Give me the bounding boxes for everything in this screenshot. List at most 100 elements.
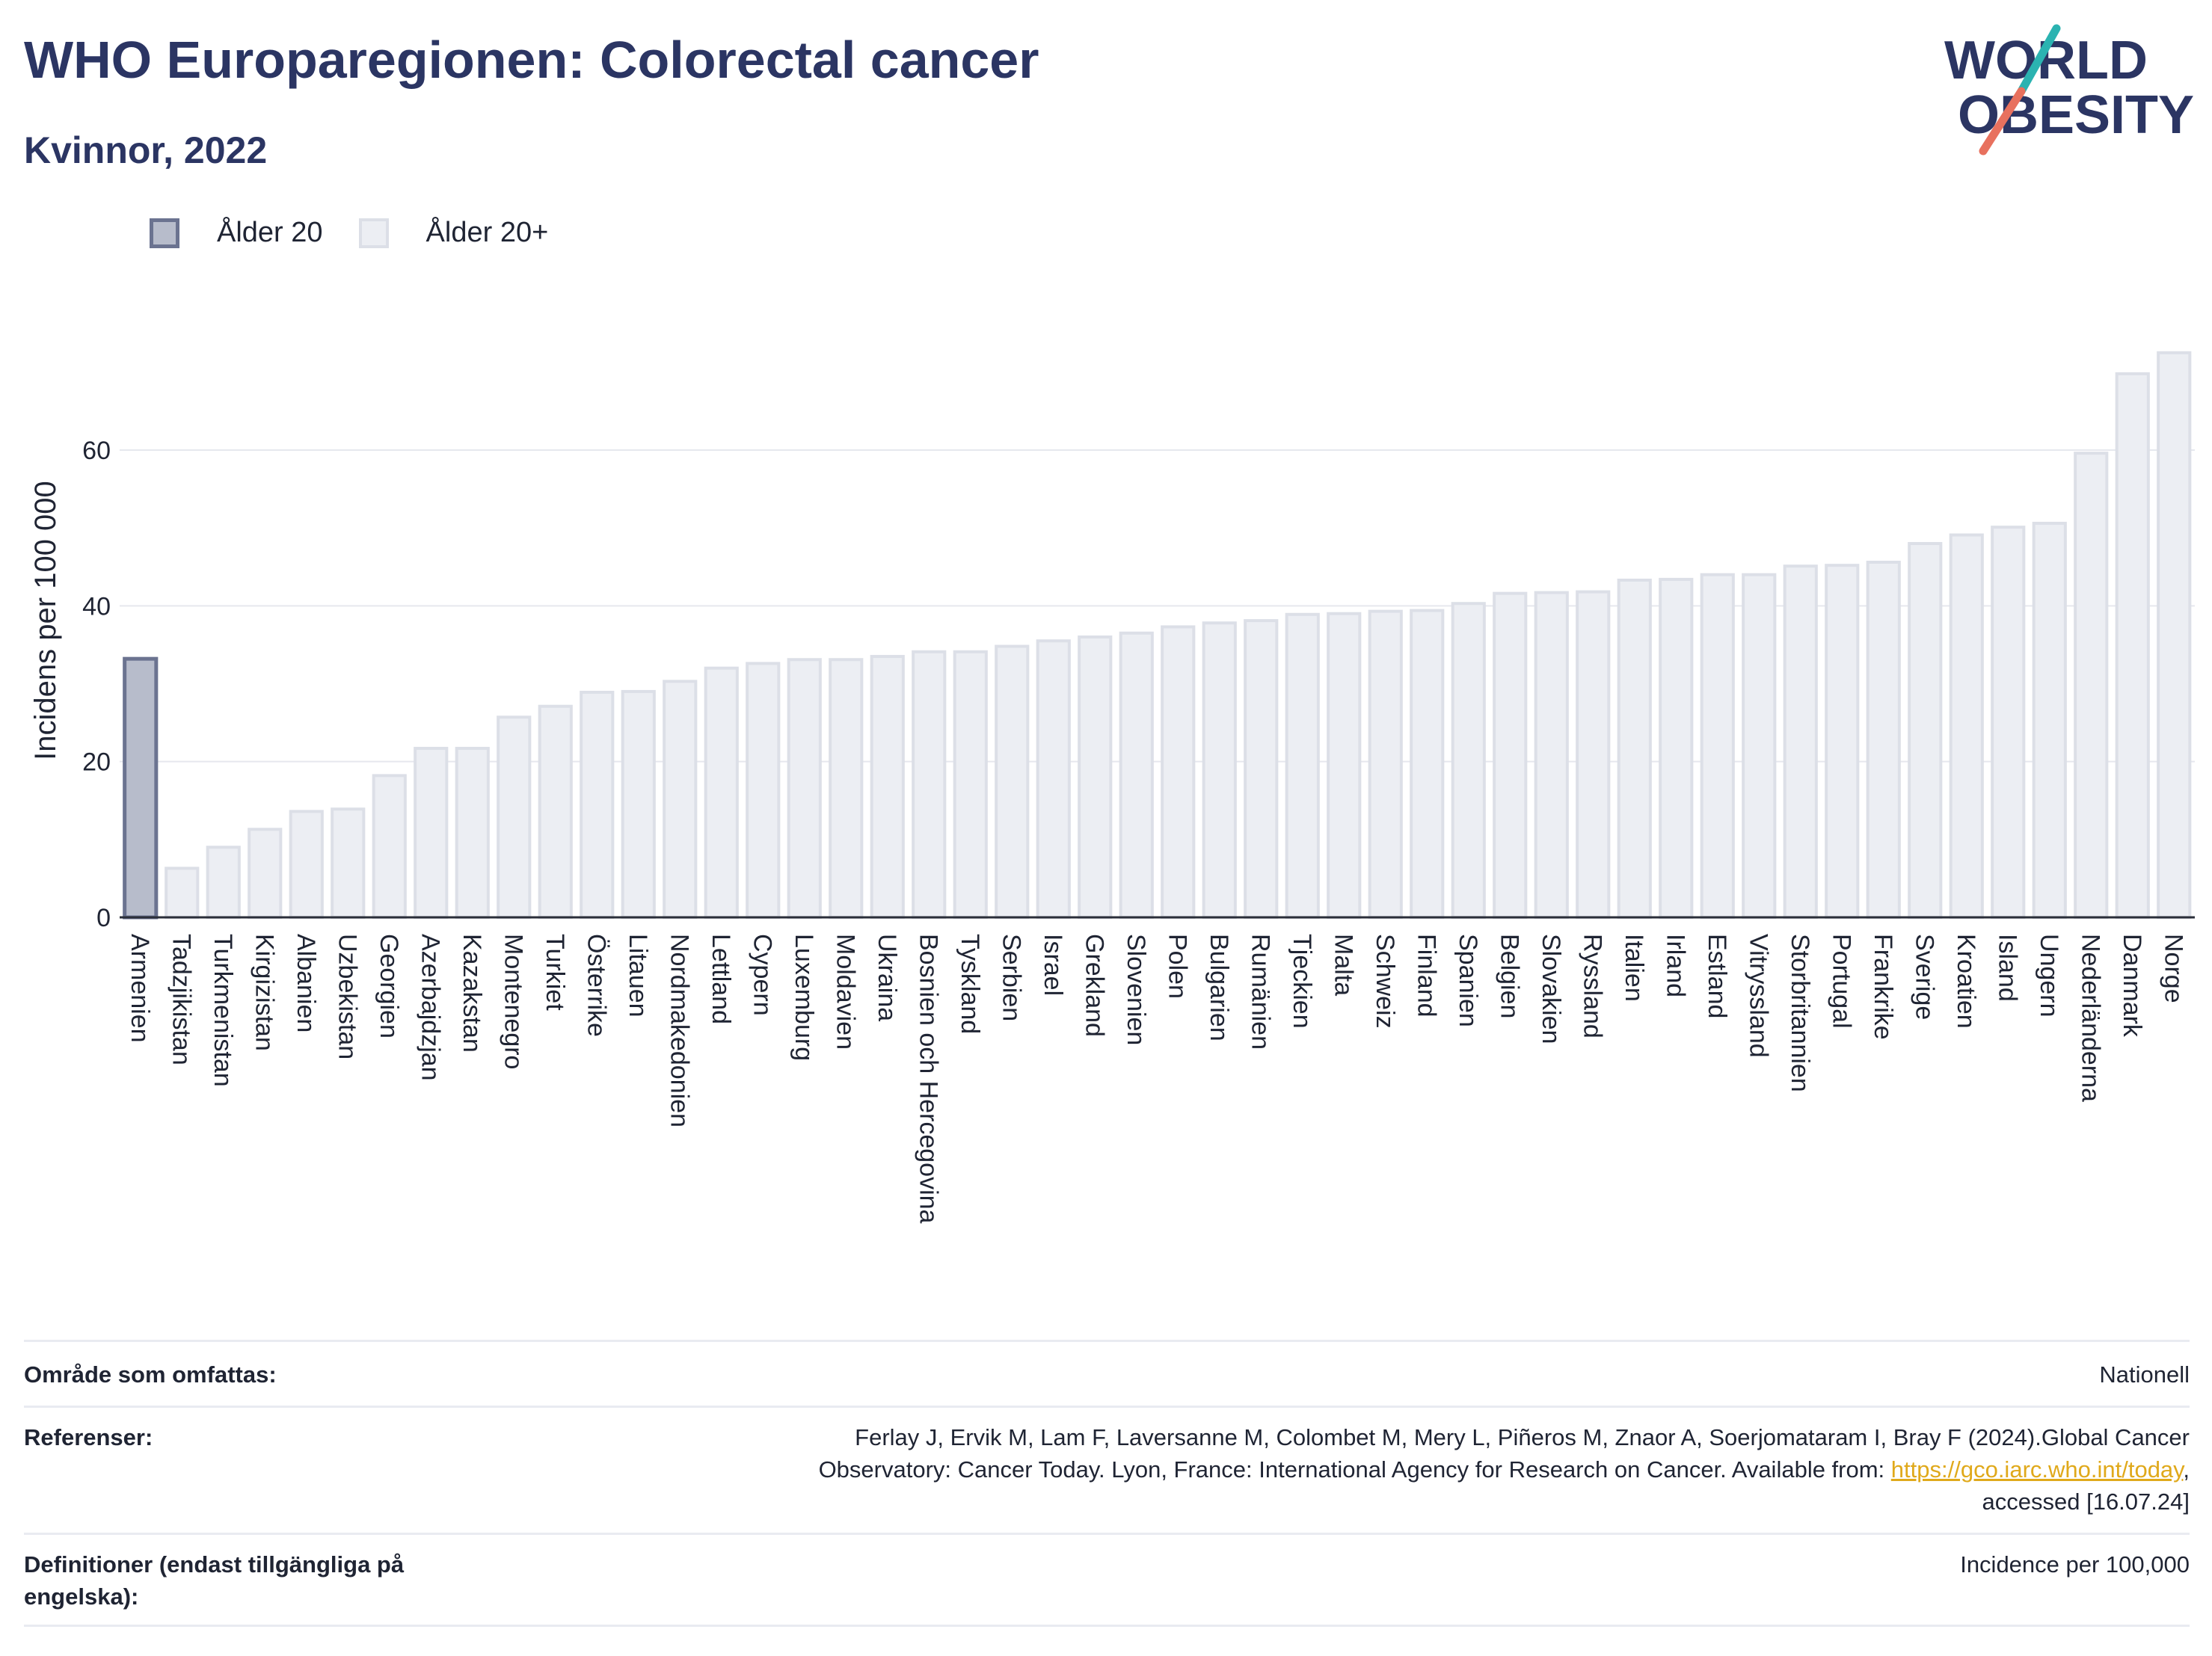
logo-slash-teal-icon bbox=[2017, 24, 2061, 96]
bar[interactable] bbox=[1783, 564, 1818, 919]
bar[interactable] bbox=[953, 650, 988, 920]
definitions-value: Incidence per 100,000 bbox=[1960, 1551, 2190, 1577]
bar[interactable] bbox=[248, 828, 283, 919]
bar[interactable] bbox=[870, 655, 905, 920]
bar[interactable] bbox=[1866, 561, 1901, 919]
bar[interactable] bbox=[1451, 602, 1486, 919]
bar[interactable] bbox=[2115, 372, 2150, 919]
bar[interactable] bbox=[1617, 578, 1652, 919]
bar[interactable] bbox=[1659, 577, 1694, 920]
references-line2-prefix: Observatory: Cancer Today. Lyon, France:… bbox=[818, 1456, 1891, 1483]
x-tick-label: Tyskland bbox=[956, 934, 984, 1034]
bar[interactable] bbox=[621, 689, 656, 920]
legend-swatch-alder-20 bbox=[150, 218, 179, 248]
bar[interactable] bbox=[580, 690, 615, 919]
bar[interactable] bbox=[414, 746, 449, 919]
bar[interactable] bbox=[206, 846, 241, 919]
definitions-label-line2: engelska): bbox=[24, 1583, 139, 1610]
bar[interactable] bbox=[1742, 573, 1777, 920]
definitions-label-line1: Definitioner (endast tillgängliga på bbox=[24, 1551, 405, 1577]
y-tick-label: 0 bbox=[96, 904, 111, 932]
bar[interactable] bbox=[1119, 631, 1154, 920]
references-line2-suffix: , bbox=[2183, 1456, 2190, 1483]
bar[interactable] bbox=[1410, 609, 1445, 919]
bar[interactable] bbox=[123, 656, 159, 920]
legend-item-alder-20[interactable]: Ålder 20 bbox=[150, 217, 323, 249]
bar[interactable] bbox=[1078, 635, 1113, 919]
x-tick-label: Polen bbox=[1163, 934, 1191, 999]
references-value: Ferlay J, Ervik M, Lam F, Laversanne M, … bbox=[819, 1421, 2190, 1518]
bar[interactable] bbox=[372, 774, 407, 919]
x-tick-label: Vitryssland bbox=[1744, 934, 1772, 1058]
bar[interactable] bbox=[1036, 639, 1071, 919]
logo-slash-coral-icon bbox=[1979, 87, 2026, 156]
x-tick-label: Kazakstan bbox=[458, 934, 486, 1053]
bar[interactable] bbox=[1285, 612, 1320, 920]
bar[interactable] bbox=[497, 715, 532, 920]
x-tick-label: Georgien bbox=[375, 934, 403, 1038]
bar[interactable] bbox=[2157, 351, 2192, 919]
x-tick-label: Albanien bbox=[292, 934, 320, 1032]
bar[interactable] bbox=[538, 704, 573, 919]
x-tick-label: Kroatien bbox=[1952, 934, 1980, 1029]
bar[interactable] bbox=[1368, 609, 1403, 919]
x-tick-label: Moldavien bbox=[831, 934, 859, 1050]
x-tick-label: Litauen bbox=[624, 934, 652, 1018]
bars bbox=[123, 351, 2192, 920]
legend-swatch-alder-20-plus bbox=[358, 218, 389, 248]
bar[interactable] bbox=[1161, 625, 1196, 919]
x-tick-label: Portugal bbox=[1827, 934, 1855, 1029]
bar[interactable] bbox=[2032, 521, 2067, 919]
x-tick-label: Island bbox=[1993, 934, 2021, 1002]
x-tick-label: Malta bbox=[1329, 934, 1357, 996]
x-tick-label: Luxemburg bbox=[790, 934, 818, 1061]
x-tick-label: Grekland bbox=[1080, 934, 1108, 1037]
bar[interactable] bbox=[289, 810, 324, 920]
bar[interactable] bbox=[1949, 533, 1984, 920]
x-tick-label: Armenien bbox=[126, 934, 154, 1043]
bar[interactable] bbox=[995, 644, 1030, 919]
x-tick-label: Uzbekistan bbox=[333, 934, 361, 1059]
x-tick-label: Belgien bbox=[1495, 934, 1523, 1018]
bar[interactable] bbox=[704, 666, 739, 920]
bar[interactable] bbox=[1202, 621, 1237, 919]
bar[interactable] bbox=[1908, 542, 1943, 919]
x-tick-label: Kirgizistan bbox=[250, 934, 278, 1051]
bar[interactable] bbox=[2074, 452, 2109, 919]
coverage-label: Område som omfattas: bbox=[24, 1361, 277, 1388]
bar[interactable] bbox=[1700, 573, 1735, 920]
x-tick-label: Cypern bbox=[748, 934, 776, 1016]
definitions-label: Definitioner (endast tillgängliga på eng… bbox=[24, 1548, 488, 1613]
x-tick-label: Frankrike bbox=[1869, 934, 1897, 1040]
bar[interactable] bbox=[1991, 526, 2026, 919]
bar[interactable] bbox=[331, 807, 366, 920]
bar[interactable] bbox=[829, 658, 864, 919]
bar[interactable] bbox=[1576, 590, 1611, 919]
references-link[interactable]: https://gco.iarc.who.int/today bbox=[1890, 1456, 2184, 1483]
bar[interactable] bbox=[165, 867, 200, 919]
references-line3: accessed [16.07.24] bbox=[1982, 1489, 2190, 1515]
bar[interactable] bbox=[746, 662, 781, 920]
footer-row-coverage: Område som omfattas: Nationell bbox=[24, 1340, 2190, 1406]
x-tick-label: Irland bbox=[1661, 934, 1689, 997]
page-title: WHO Europaregionen: Colorectal cancer bbox=[24, 31, 1039, 89]
bar[interactable] bbox=[1825, 564, 1860, 920]
x-tick-label: Tadzjikistan bbox=[167, 934, 195, 1065]
x-axis-ticks: Armenien Tadzjikistan Turkmenistan Kirgizis… bbox=[126, 934, 2188, 1224]
x-tick-label: Storbritannien bbox=[1786, 934, 1814, 1092]
x-tick-label: Schweiz bbox=[1371, 934, 1399, 1029]
x-tick-label: Sverige bbox=[1910, 934, 1938, 1020]
bar[interactable] bbox=[787, 658, 822, 919]
bar[interactable] bbox=[1493, 591, 1528, 920]
bar[interactable] bbox=[912, 650, 947, 920]
x-tick-label: Danmark bbox=[2118, 934, 2146, 1038]
footer-row-definitions: Definitioner (endast tillgängliga på eng… bbox=[24, 1533, 2190, 1627]
bar[interactable] bbox=[455, 746, 490, 919]
bar[interactable] bbox=[1244, 619, 1279, 919]
bar[interactable] bbox=[663, 680, 698, 919]
bar[interactable] bbox=[1534, 591, 1569, 919]
bar[interactable] bbox=[1327, 612, 1362, 919]
legend-item-alder-20-plus[interactable]: Ålder 20+ bbox=[358, 217, 548, 249]
x-tick-label: Montenegro bbox=[499, 934, 527, 1069]
x-tick-label: Bosnien och Hercegovina bbox=[914, 934, 942, 1224]
